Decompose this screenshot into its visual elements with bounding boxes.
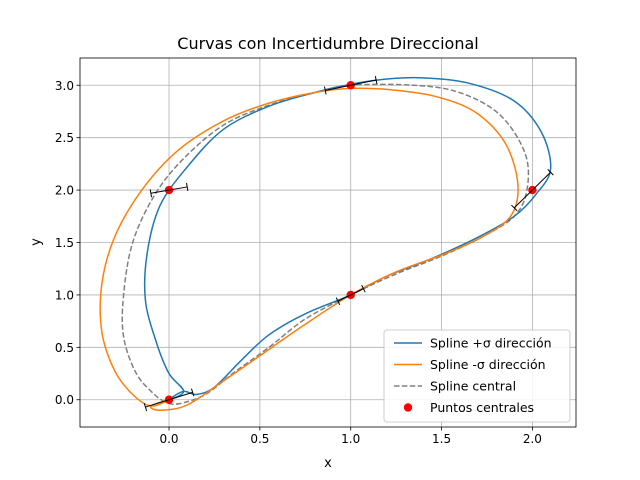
direction-cap [547,169,554,176]
series-line-1 [99,87,519,411]
y-tick-label: 1.0 [55,288,74,302]
direction-segment [513,171,551,209]
legend-label: Spline +σ dirección [430,336,552,351]
direction-segment [325,79,377,91]
x-tick-label: 2.0 [523,432,542,446]
direction-cap [323,86,327,95]
x-tick-label: 1.0 [341,432,360,446]
tick-layer: 0.0 0.5 1.0 1.5 2.0 0.0 0.5 1.0 1.5 2.0 2.5 3.0 [55,79,542,446]
y-tick-label: 1.5 [55,236,74,250]
direction-segment [145,391,193,408]
legend-label: Puntos centrales [430,400,534,415]
direction-cap [361,284,366,293]
legend-label: Spline central [430,379,516,394]
direction-cap [149,189,153,198]
y-tick-label: 0.5 [55,341,74,355]
legend: Spline +σ dirección Spline -σ dirección Sp… [383,329,571,423]
chart-title: Curvas con Incertidumbre Direccional [177,34,478,53]
plot-layer [99,75,554,412]
series-line-0 [143,76,552,401]
direction-cap [511,204,518,212]
y-axis-label: y [29,238,44,246]
legend-swatch [403,403,413,412]
legend-label: Spline -σ dirección [430,357,546,372]
x-axis-label: x [324,456,332,471]
direction-segment [337,288,364,302]
x-tick-label: 0.0 [159,432,178,446]
x-tick-label: 0.5 [250,432,269,446]
direction-cap [335,297,341,306]
x-tick-label: 1.5 [432,432,451,446]
series-line-2 [121,83,530,405]
grid-layer [80,58,576,427]
legend-box [383,329,571,423]
y-tick-label: 2.5 [55,131,74,145]
direction-cap [374,75,378,85]
direction-cap [186,182,189,191]
y-tick-label: 2.0 [55,184,74,198]
y-tick-label: 0.0 [55,393,74,407]
direction-segment [150,186,188,194]
direction-cap [143,403,148,412]
direction-cap [190,388,195,397]
y-tick-label: 3.0 [55,79,74,93]
